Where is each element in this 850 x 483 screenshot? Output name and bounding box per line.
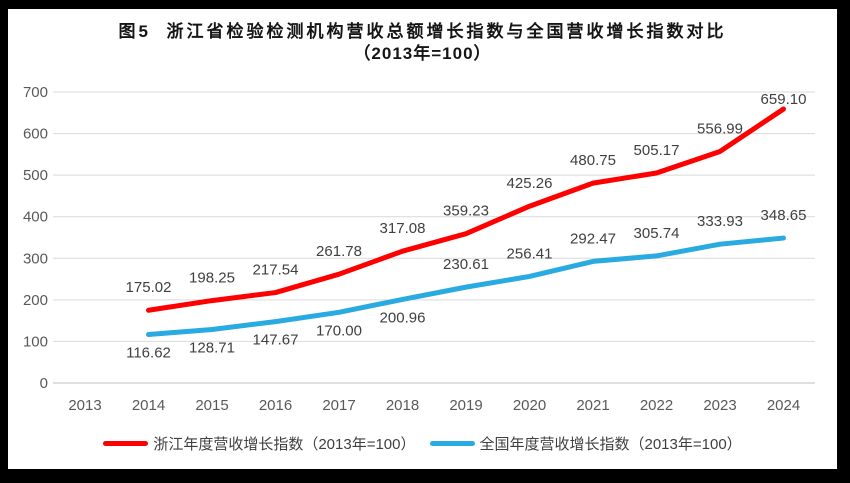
data-label: 261.78 bbox=[316, 243, 362, 260]
x-tick-label: 2014 bbox=[132, 397, 165, 414]
data-label: 170.00 bbox=[316, 322, 362, 339]
legend-label-zhejiang: 浙江年度营收增长指数（2013年=100） bbox=[153, 436, 416, 453]
line-chart-canvas: 0 100 200 300 400 500 600 700 2013 2014 2015 2016 20… bbox=[23, 84, 815, 414]
chart-area: 0 100 200 300 400 500 600 700 2013 2014 2015 2016 20… bbox=[8, 9, 837, 469]
y-tick-label: 600 bbox=[23, 126, 48, 143]
data-label: 217.54 bbox=[253, 262, 299, 279]
data-label: 425.26 bbox=[507, 175, 553, 192]
data-label: 230.61 bbox=[443, 256, 489, 273]
x-tick-label: 2020 bbox=[513, 397, 546, 414]
x-tick-label: 2022 bbox=[640, 397, 673, 414]
data-label: 292.47 bbox=[570, 230, 616, 247]
legend-line-sample-red-icon bbox=[103, 441, 149, 446]
x-tick-label: 2018 bbox=[386, 397, 419, 414]
data-label: 348.65 bbox=[761, 207, 807, 224]
x-tick-label: 2015 bbox=[195, 397, 228, 414]
series-line-0 bbox=[146, 106, 786, 313]
data-label: 256.41 bbox=[507, 245, 553, 262]
y-tick-label: 0 bbox=[40, 375, 48, 392]
data-label: 333.93 bbox=[697, 213, 743, 230]
data-label: 480.75 bbox=[570, 152, 616, 169]
x-tick-label: 2016 bbox=[259, 397, 292, 414]
y-tick-label: 100 bbox=[23, 333, 48, 350]
data-label: 305.74 bbox=[634, 225, 680, 242]
data-label: 116.62 bbox=[126, 345, 171, 362]
y-tick-label: 300 bbox=[23, 250, 48, 267]
legend-item-national: 全国年度营收增长指数（2013年=100） bbox=[429, 433, 742, 454]
legend: 浙江年度营收增长指数（2013年=100） 全国年度营收增长指数（2013年=1… bbox=[8, 433, 837, 454]
x-tick-label: 2021 bbox=[576, 397, 609, 414]
y-tick-label: 200 bbox=[23, 292, 48, 309]
data-label: 317.08 bbox=[380, 220, 426, 237]
y-tick-label: 400 bbox=[23, 209, 48, 226]
data-label: 505.17 bbox=[634, 142, 680, 159]
data-label: 359.23 bbox=[443, 203, 489, 220]
data-label: 147.67 bbox=[253, 332, 299, 349]
legend-label-national: 全国年度营收增长指数（2013年=100） bbox=[479, 436, 742, 453]
data-label: 198.25 bbox=[189, 270, 235, 287]
x-tick-label: 2019 bbox=[449, 397, 482, 414]
legend-line-sample-blue-icon bbox=[429, 441, 475, 446]
data-label: 200.96 bbox=[380, 309, 426, 326]
chart-title: 图5 浙江省检验检测机构营收总额增长指数与全国营收增长指数对比 （2013年=1… bbox=[8, 21, 837, 65]
series-line-1 bbox=[146, 235, 786, 338]
data-label: 128.71 bbox=[189, 339, 235, 356]
x-tick-label: 2023 bbox=[703, 397, 736, 414]
x-tick-label: 2017 bbox=[322, 397, 355, 414]
data-label: 175.02 bbox=[126, 279, 172, 296]
x-tick-label: 2013 bbox=[68, 397, 101, 414]
legend-item-zhejiang: 浙江年度营收增长指数（2013年=100） bbox=[103, 433, 416, 454]
data-label: 556.99 bbox=[697, 120, 743, 137]
chart-title-line1: 图5 浙江省检验检测机构营收总额增长指数与全国营收增长指数对比 bbox=[118, 22, 727, 41]
y-tick-label: 700 bbox=[23, 84, 48, 101]
chart-title-line2: （2013年=100） bbox=[353, 44, 492, 63]
data-label: 659.10 bbox=[761, 91, 807, 108]
x-tick-label: 2024 bbox=[767, 397, 800, 414]
y-tick-label: 500 bbox=[23, 167, 48, 184]
